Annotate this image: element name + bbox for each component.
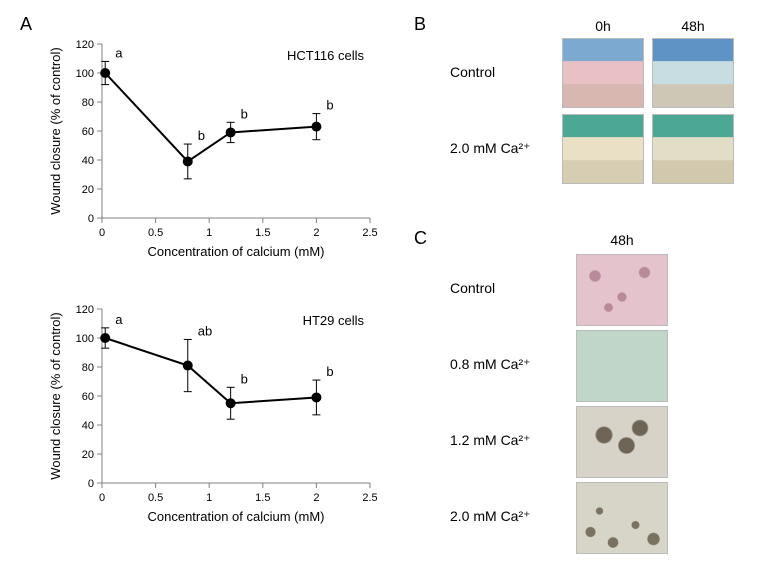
svg-text:1: 1 [206,492,212,504]
svg-text:b: b [326,364,333,379]
panel-b-micrograph [652,38,734,108]
panel-b-col-1: 48h [652,18,734,34]
panel-b-label: B [414,14,426,35]
svg-text:Wound closure (% of control): Wound closure (% of control) [48,47,63,214]
panel-a-label: A [20,14,32,35]
svg-text:60: 60 [82,391,94,403]
svg-text:ab: ab [198,323,212,338]
svg-text:2: 2 [313,227,319,239]
svg-text:40: 40 [82,420,94,432]
chart-ht29: 0 20 40 60 80 100 120 0 0.5 1 1.5 2 2.5 Concentration… [44,295,384,535]
panel-c-row-0: Control [450,280,495,296]
svg-text:120: 120 [76,304,94,316]
panel-c-micrograph [576,482,668,554]
svg-text:1.5: 1.5 [255,227,270,239]
svg-text:100: 100 [76,68,94,80]
svg-text:0.5: 0.5 [148,492,163,504]
svg-text:1: 1 [206,227,212,239]
svg-text:a: a [115,45,123,60]
svg-text:80: 80 [82,362,94,374]
panel-c-col-0: 48h [576,232,668,248]
svg-text:Concentration of calcium (mM): Concentration of calcium (mM) [148,244,325,259]
svg-text:b: b [198,128,205,143]
svg-text:HT29 cells: HT29 cells [303,313,365,328]
svg-text:20: 20 [82,449,94,461]
panel-b-row-0: Control [450,64,495,80]
svg-text:2.5: 2.5 [362,227,377,239]
svg-text:b: b [326,98,333,113]
svg-text:b: b [241,106,248,121]
svg-text:0: 0 [99,492,105,504]
svg-text:1.5: 1.5 [255,492,270,504]
svg-text:0: 0 [88,478,94,490]
panel-c-row-1: 0.8 mM Ca²⁺ [450,356,531,373]
svg-text:2.5: 2.5 [362,492,377,504]
panel-c-row-3: 2.0 mM Ca²⁺ [450,508,531,525]
svg-text:a: a [115,312,123,327]
panel-c-row-2: 1.2 mM Ca²⁺ [450,432,531,449]
svg-text:b: b [241,371,248,386]
svg-text:40: 40 [82,155,94,167]
panel-b-micrograph [562,38,644,108]
svg-text:0: 0 [88,213,94,225]
svg-text:Wound closure (% of control): Wound closure (% of control) [48,312,63,479]
svg-text:Concentration of calcium (mM): Concentration of calcium (mM) [148,509,325,524]
svg-text:0: 0 [99,227,105,239]
svg-text:80: 80 [82,97,94,109]
svg-text:HCT116 cells: HCT116 cells [287,48,365,63]
chart-hct116: 0 20 40 60 80 100 120 0 0.5 1 1.5 2 2.5 Concentration… [44,30,384,270]
svg-text:60: 60 [82,126,94,138]
svg-text:100: 100 [76,333,94,345]
panel-b-col-0: 0h [562,18,644,34]
panel-c-micrograph [576,254,668,326]
svg-text:120: 120 [76,39,94,51]
panel-b-row-1: 2.0 mM Ca²⁺ [450,140,531,157]
panel-c-micrograph [576,406,668,478]
svg-text:20: 20 [82,184,94,196]
panel-b-micrograph [562,114,644,184]
svg-text:2: 2 [313,492,319,504]
panel-c-label: C [414,228,427,249]
panel-b-micrograph [652,114,734,184]
svg-text:0.5: 0.5 [148,227,163,239]
panel-c-micrograph [576,330,668,402]
